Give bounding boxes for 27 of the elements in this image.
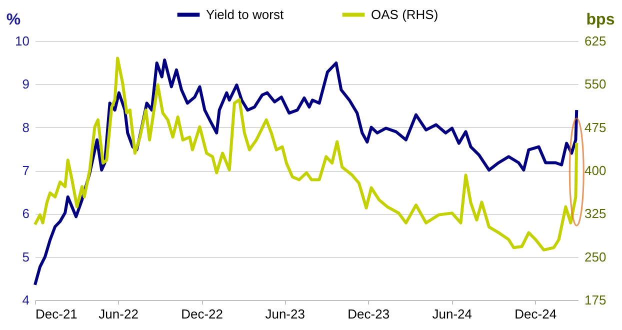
x-tick-label: Dec-22 [181,306,224,322]
y-tick-label: 9 [22,76,30,92]
line-series [34,58,578,286]
x-tick-label: Jun-23 [265,306,305,322]
line-series [34,56,578,252]
y2-tick-label: 625 [584,34,606,48]
y2-tick-label: 550 [584,76,606,92]
x-tick-label: Jun-24 [432,306,472,322]
y2-tick-label: 175 [584,292,606,308]
y2-axis-title: bps [586,12,615,28]
y2-tick-label: 250 [584,249,606,264]
y2-tick-label: 400 [584,163,606,178]
y2-tick-label: 325 [584,206,606,222]
y-axis-title: % [6,12,21,28]
y2-tick-label: 475 [584,120,606,135]
legend-label: OAS (RHS) [371,6,438,22]
x-tick-label: Dec-21 [36,306,78,322]
x-tick-label: Jun-22 [98,306,138,322]
x-tick-label: Dec-24 [514,306,557,322]
y-tick-label: 5 [22,249,30,264]
y-tick-label: 8 [22,120,30,135]
legend-label: Yield to worst [206,6,284,22]
y-tick-label: 4 [22,292,30,308]
y-tick-label: 7 [22,163,30,178]
x-tick-label: Dec-23 [348,306,390,322]
y-tick-label: 10 [15,34,30,48]
y-tick-label: 6 [22,206,30,222]
